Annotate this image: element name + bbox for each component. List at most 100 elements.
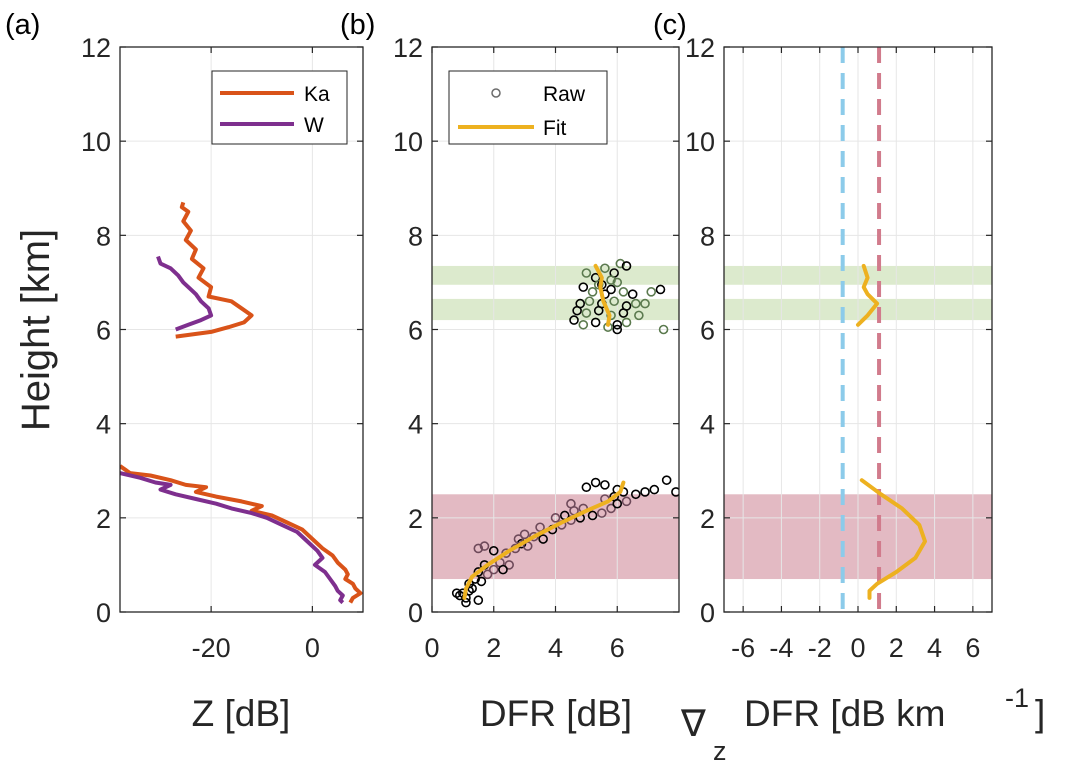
x-tick-label: 0 — [305, 633, 320, 663]
plot-area-a — [120, 201, 363, 605]
x-tick-label: -4 — [769, 633, 793, 663]
raw-point — [646, 287, 657, 297]
raw-point — [482, 569, 493, 580]
raw-point — [606, 284, 616, 295]
fit-line — [462, 480, 626, 600]
raw-point — [634, 310, 644, 321]
panel-label-c: (c) — [653, 9, 687, 41]
x-tick-label: -2 — [808, 633, 832, 663]
raw-point — [476, 576, 487, 587]
panel-label-a: (a) — [5, 9, 40, 41]
raw-point — [488, 545, 499, 556]
series-line-ka — [120, 464, 363, 604]
raw-point — [498, 564, 508, 575]
y-axis-label: Height [km] — [14, 229, 58, 431]
legend-a: Ka W — [211, 70, 348, 145]
raw-point — [451, 588, 462, 598]
raw-point — [569, 315, 579, 325]
raw-point — [621, 496, 632, 507]
raw-point — [578, 282, 589, 292]
y-tick-label: 6 — [408, 316, 423, 346]
raw-point — [640, 487, 650, 497]
y-tick-label: 0 — [700, 598, 715, 628]
y-tick-label: 2 — [700, 504, 715, 534]
raw-point — [612, 319, 623, 330]
raw-point — [621, 317, 632, 328]
legend-label-raw: Raw — [543, 83, 586, 106]
plot-area-b — [451, 258, 679, 608]
panel-b: 0 2 4 6 8 10 12 0 2 4 6 DFR [dB] Raw Fit — [393, 33, 680, 734]
raw-point — [661, 475, 672, 485]
y-ticks-c: 0 2 4 6 8 10 12 — [685, 33, 992, 628]
x-tick-label: 4 — [927, 633, 942, 663]
raw-point — [612, 324, 623, 335]
x-tick-label: -6 — [731, 633, 755, 663]
raw-point — [488, 564, 499, 575]
y-tick-label: 12 — [685, 33, 715, 63]
gradient-fit-line — [859, 478, 927, 600]
raw-point — [535, 522, 545, 533]
legend-label-fit: Fit — [543, 117, 566, 140]
x-tick-label: 2 — [889, 633, 904, 663]
raw-point — [621, 261, 632, 271]
raw-point — [575, 298, 586, 309]
x-ticks-c: -6 -4 -2 0 2 4 6 — [731, 47, 980, 663]
legend-b: Raw Fit — [448, 70, 608, 145]
raw-point — [519, 529, 530, 540]
raw-point — [587, 287, 598, 297]
x-tick-label: 4 — [548, 633, 563, 663]
series-line-w — [156, 255, 214, 332]
x-tick-label: 0 — [850, 633, 865, 663]
x-tick-label: 0 — [424, 633, 439, 663]
x-tick-label: 2 — [486, 633, 501, 663]
raw-point — [581, 482, 592, 493]
raw-point — [473, 543, 484, 554]
y-tick-label: 8 — [700, 221, 715, 251]
raw-point — [630, 489, 641, 500]
raw-point — [584, 296, 595, 307]
plot-area-c — [840, 47, 927, 612]
x-ticks-b: 0 2 4 6 — [424, 47, 625, 663]
raw-point — [587, 510, 598, 521]
raw-point — [578, 319, 589, 330]
y-tick-label: 10 — [685, 127, 715, 157]
raw-point — [618, 287, 629, 297]
x-axis-label-c-nabla: ∇ — [680, 703, 706, 744]
fit-line — [593, 263, 612, 327]
raw-point — [504, 560, 514, 570]
raw-point — [473, 567, 484, 577]
y-tick-label: 4 — [408, 410, 423, 440]
series-line-ka — [175, 201, 254, 339]
x-axis-label-c: ∇ z DFR [dB km -1 ] — [680, 683, 1045, 765]
y-tick-label: 12 — [393, 33, 423, 63]
x-axis-label-a: Z [dB] — [192, 693, 291, 734]
gradient-fit-line — [856, 263, 880, 327]
raw-point — [590, 477, 601, 488]
legend-label-w: W — [304, 114, 324, 137]
y-tick-label: 8 — [96, 221, 111, 251]
series-line-w — [120, 471, 345, 605]
panel-a: 0 2 4 6 8 10 12 -20 0 Z [dB] Ka W — [81, 33, 364, 734]
y-tick-label: 6 — [96, 316, 111, 346]
y-ticks-b: 0 2 4 6 8 10 12 — [393, 33, 679, 628]
raw-point — [612, 277, 623, 288]
raw-point — [513, 534, 524, 544]
raw-point — [593, 305, 604, 316]
y-tick-label: 2 — [408, 504, 423, 534]
x-ticks-a: -20 0 — [192, 47, 320, 663]
raw-point — [538, 534, 548, 544]
raw-point — [600, 480, 610, 490]
legend-box-b — [448, 70, 608, 145]
x-axis-label-c-superscript: -1 — [1005, 683, 1029, 713]
x-tick-label: 6 — [610, 633, 625, 663]
y-tick-label: 4 — [96, 410, 111, 440]
raw-point — [473, 595, 484, 606]
raw-point — [606, 310, 616, 321]
raw-point — [600, 263, 610, 274]
raw-point — [649, 484, 660, 495]
raw-point — [609, 296, 619, 307]
y-tick-label: 10 — [81, 127, 111, 157]
raw-point — [671, 487, 679, 497]
